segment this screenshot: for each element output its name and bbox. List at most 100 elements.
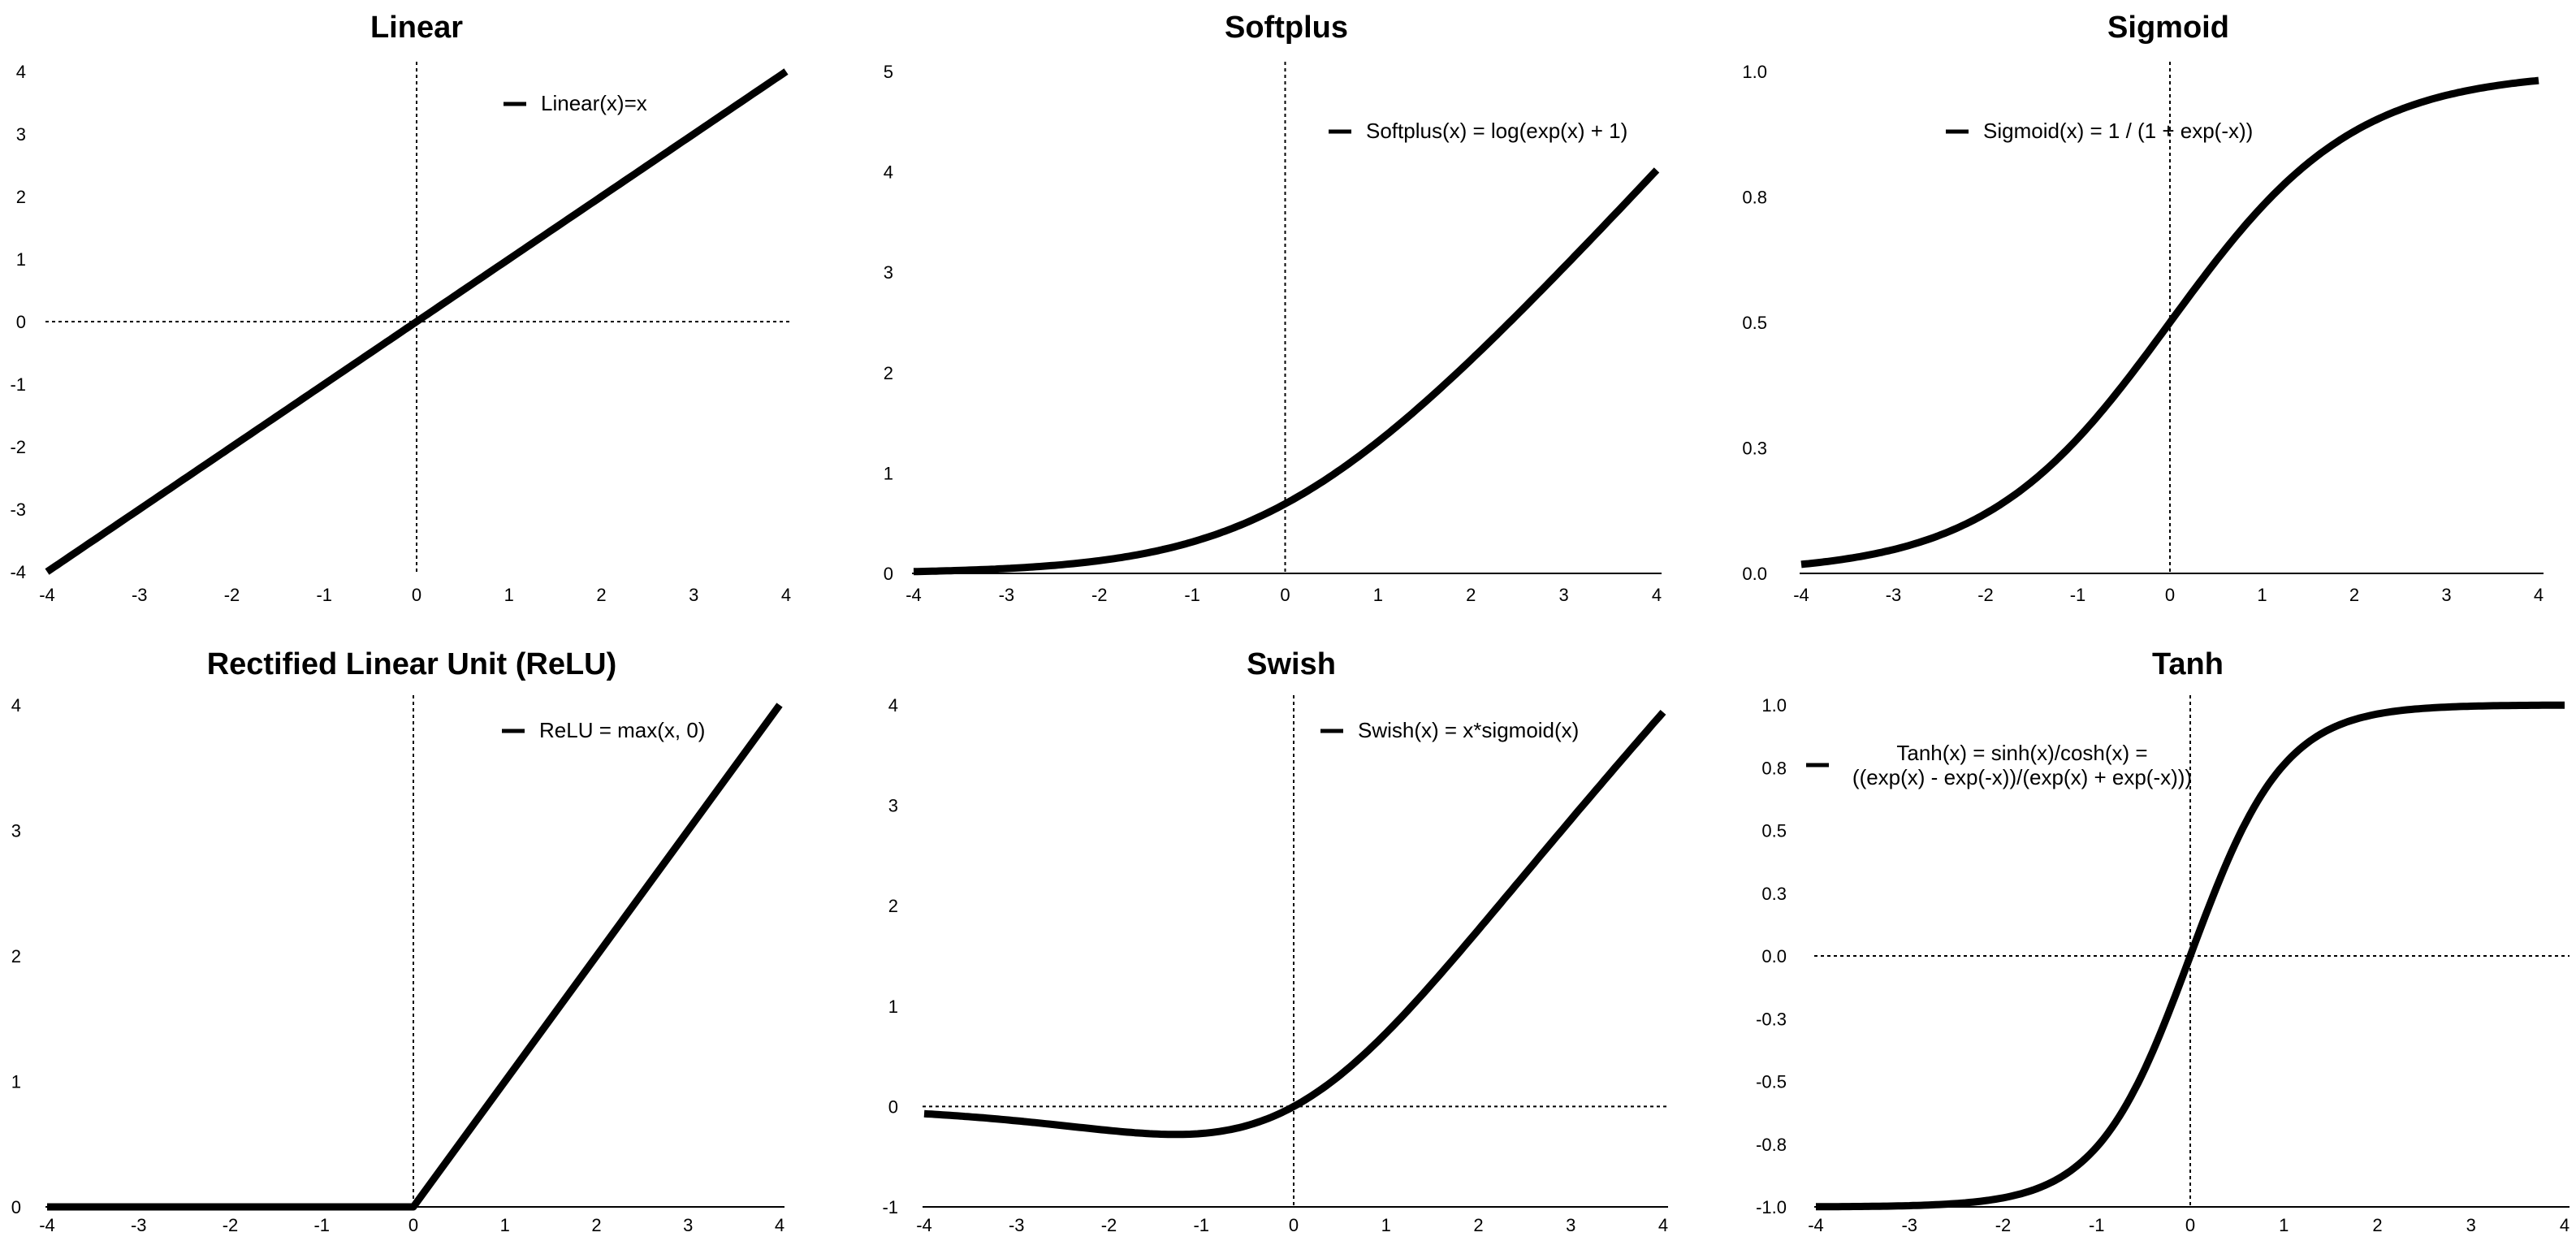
x-tick-label: 3 bbox=[2466, 1215, 2476, 1235]
y-tick-label: 2 bbox=[888, 896, 898, 916]
x-tick-label: 0 bbox=[408, 1215, 418, 1235]
y-tick-label: 0 bbox=[888, 1096, 898, 1117]
x-tick-label: 4 bbox=[2560, 1215, 2570, 1235]
x-tick-label: -4 bbox=[1808, 1215, 1824, 1235]
y-tick-label: 1 bbox=[16, 249, 26, 270]
x-tick-label: 2 bbox=[2349, 585, 2359, 605]
x-tick-label: -1 bbox=[313, 1215, 330, 1235]
series-line-tanh bbox=[1816, 701, 2565, 1211]
x-tick-label: -4 bbox=[39, 1215, 55, 1235]
legend: ReLU = max(x, 0) bbox=[502, 718, 705, 742]
y-tick-label: 0.3 bbox=[1761, 884, 1787, 904]
x-tick-label: 2 bbox=[1466, 585, 1476, 605]
x-tick-label: 1 bbox=[2257, 585, 2267, 605]
x-tick-label: 4 bbox=[2534, 585, 2544, 605]
x-tick-label: -3 bbox=[1886, 585, 1902, 605]
x-tick-label: -4 bbox=[39, 585, 55, 605]
y-tick-label: -0.5 bbox=[1756, 1072, 1787, 1092]
y-tick-label: -1 bbox=[882, 1197, 898, 1217]
legend-label: ReLU = max(x, 0) bbox=[539, 718, 705, 742]
x-tick-label: -2 bbox=[224, 585, 240, 605]
series-line-softplus bbox=[913, 167, 1660, 576]
chart-title: Linear bbox=[370, 11, 463, 45]
legend: Softplus(x) = log(exp(x) + 1) bbox=[1329, 119, 1627, 143]
x-tick-label: -1 bbox=[2089, 1215, 2105, 1235]
legend-label: Sigmoid(x) = 1 / (1 + exp(-x)) bbox=[1983, 119, 2253, 143]
chart-linear: Linear -4 -3 -2 -1 0 1 2 3 4 4 3 2 1 0 -1 -2 -3 -4 Linear(x… bbox=[10, 11, 791, 605]
x-tick-label: -1 bbox=[316, 585, 332, 605]
x-tick-label: 0 bbox=[1280, 585, 1290, 605]
legend-label: Softplus(x) = log(exp(x) + 1) bbox=[1366, 119, 1627, 143]
chart-title: Rectified Linear Unit (ReLU) bbox=[207, 647, 617, 681]
y-tick-label: 1 bbox=[888, 997, 898, 1017]
x-tick-label: 0 bbox=[2165, 585, 2175, 605]
chart-title: Tanh bbox=[2152, 647, 2224, 681]
y-tick-label: 0.3 bbox=[1742, 439, 1767, 459]
x-tick-label: 0 bbox=[2185, 1215, 2195, 1235]
y-tick-label: 3 bbox=[11, 821, 21, 841]
x-tick-label: -2 bbox=[223, 1215, 239, 1235]
y-tick-label: 0.8 bbox=[1742, 188, 1767, 208]
x-tick-label: -3 bbox=[1009, 1215, 1025, 1235]
x-tick-label: -4 bbox=[1793, 585, 1809, 605]
legend: Linear(x)=x bbox=[504, 91, 647, 115]
series-line-relu bbox=[47, 703, 783, 1211]
x-tick-label: 2 bbox=[2372, 1215, 2382, 1235]
y-tick-label: 5 bbox=[884, 62, 893, 82]
y-tick-label: 0 bbox=[16, 312, 26, 332]
chart-sigmoid: Sigmoid -4 -3 -2 -1 0 1 2 3 4 1.0 0.8 0.5 0.3 0.0 Sigmo… bbox=[1742, 11, 2544, 605]
x-tick-label: 4 bbox=[781, 585, 791, 605]
y-tick-label: 1 bbox=[884, 463, 893, 483]
x-tick-label: -3 bbox=[1901, 1215, 1917, 1235]
y-tick-label: 4 bbox=[884, 162, 893, 183]
y-tick-label: 1.0 bbox=[1742, 62, 1767, 82]
x-tick-label: 3 bbox=[683, 1215, 693, 1235]
y-tick-label: -2 bbox=[10, 437, 26, 457]
x-tick-label: -4 bbox=[916, 1215, 932, 1235]
x-tick-label: 0 bbox=[412, 585, 421, 605]
y-tick-label: 3 bbox=[888, 796, 898, 816]
x-tick-label: 1 bbox=[504, 585, 514, 605]
y-tick-label: 4 bbox=[11, 695, 21, 716]
y-tick-label: 1.0 bbox=[1761, 695, 1787, 716]
y-tick-label: 0.0 bbox=[1761, 946, 1787, 966]
x-tick-label: -1 bbox=[2070, 585, 2086, 605]
x-tick-label: -1 bbox=[1193, 1215, 1209, 1235]
x-tick-label: -3 bbox=[132, 585, 148, 605]
legend-label: ((exp(x) - exp(-x))/(exp(x) + exp(-x))) bbox=[1852, 765, 2192, 789]
chart-softplus: Softplus -4 -3 -2 -1 0 1 2 3 4 5 4 3 2 1 0 Softplus(x) =… bbox=[884, 11, 1662, 605]
y-tick-label: 2 bbox=[11, 946, 21, 966]
x-tick-label: -2 bbox=[1977, 585, 1994, 605]
x-tick-label: 2 bbox=[596, 585, 606, 605]
y-tick-label: 0 bbox=[11, 1197, 21, 1217]
chart-relu: Rectified Linear Unit (ReLU) -4 -3 -2 -1 0 1 2 3… bbox=[11, 647, 784, 1235]
x-tick-label: 3 bbox=[1559, 585, 1569, 605]
y-tick-label: 3 bbox=[884, 262, 893, 283]
y-tick-label: -4 bbox=[10, 562, 26, 582]
y-tick-label: 3 bbox=[16, 124, 26, 145]
series-line-sigmoid bbox=[1800, 76, 2539, 569]
series-line-swish bbox=[923, 709, 1666, 1139]
x-tick-label: 1 bbox=[1381, 1215, 1391, 1235]
y-tick-label: 2 bbox=[884, 363, 893, 383]
x-tick-label: 0 bbox=[1289, 1215, 1299, 1235]
x-tick-label: 4 bbox=[1652, 585, 1662, 605]
x-tick-label: -3 bbox=[999, 585, 1015, 605]
y-tick-label: -3 bbox=[10, 499, 26, 520]
legend-label: Swish(x) = x*sigmoid(x) bbox=[1358, 718, 1579, 742]
x-tick-label: 4 bbox=[1658, 1215, 1668, 1235]
y-tick-label: -0.8 bbox=[1756, 1135, 1787, 1155]
x-tick-label: -1 bbox=[1184, 585, 1200, 605]
chart-swish: Swish -4 -3 -2 -1 0 1 2 3 4 4 3 2 1 0 -1 Swish(x) = x*si… bbox=[882, 647, 1668, 1235]
y-tick-label: 4 bbox=[16, 62, 26, 82]
x-tick-label: -2 bbox=[1995, 1215, 2012, 1235]
y-tick-label: 0.5 bbox=[1761, 821, 1787, 841]
y-tick-label: 4 bbox=[888, 695, 898, 716]
x-tick-label: -2 bbox=[1091, 585, 1108, 605]
chart-title: Softplus bbox=[1225, 11, 1348, 45]
y-tick-label: -0.3 bbox=[1756, 1009, 1787, 1029]
x-tick-label: 3 bbox=[1566, 1215, 1575, 1235]
y-tick-label: -1 bbox=[10, 374, 26, 395]
y-tick-label: 1 bbox=[11, 1072, 21, 1092]
